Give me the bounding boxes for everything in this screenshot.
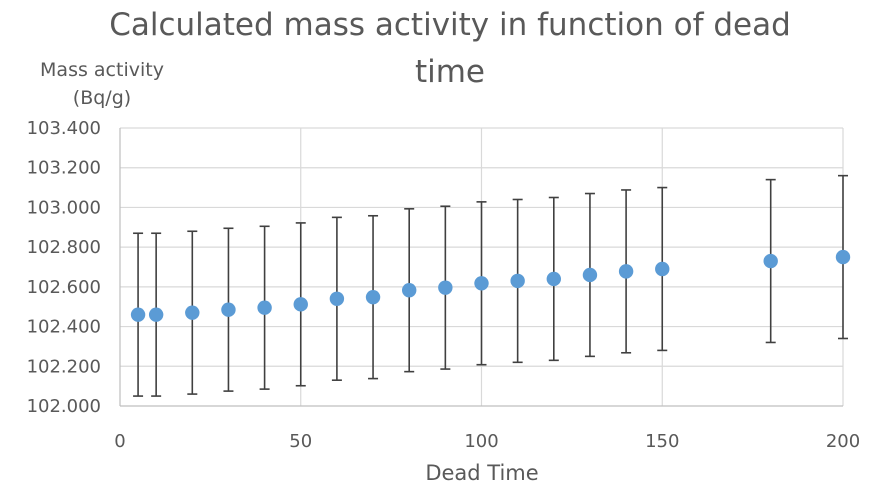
y-tick-label: 102.600 [27, 277, 101, 298]
y-axis-label-line-2: (Bq/g) [73, 87, 131, 109]
data-point [130, 307, 146, 322]
data-point [402, 283, 417, 298]
data-point [582, 267, 598, 283]
y-tick-label: 102.800 [27, 237, 101, 258]
data-points [130, 249, 851, 322]
data-point [546, 271, 561, 287]
x-tick-label: 50 [289, 431, 312, 452]
data-point [293, 297, 308, 312]
tick-labels: 102.000 102.200 102.400 102.600 102.800 103.0… [27, 118, 861, 452]
data-point [221, 302, 236, 317]
y-tick-label: 103.400 [27, 118, 101, 139]
x-tick-label: 200 [826, 431, 860, 452]
x-tick-label: 0 [114, 431, 125, 452]
data-point [618, 264, 634, 279]
data-point [835, 249, 851, 265]
data-point [148, 307, 164, 322]
x-axis-label: Dead Time [425, 461, 538, 485]
x-tick-label: 100 [464, 431, 498, 452]
y-tick-label: 102.000 [27, 396, 101, 417]
chart-title-line-1: Calculated mass activity in function of … [109, 7, 791, 43]
data-point [329, 291, 345, 306]
chart-title-line-2: time [415, 54, 485, 90]
data-point [438, 280, 453, 295]
data-point [763, 253, 778, 269]
y-tick-label: 102.200 [27, 356, 101, 377]
x-tick-label: 150 [645, 431, 679, 452]
data-point [365, 289, 381, 305]
y-tick-label: 103.200 [27, 158, 101, 179]
y-axis-label-line-1: Mass activity [40, 59, 164, 81]
y-tick-label: 102.400 [27, 317, 101, 338]
data-point [474, 276, 489, 291]
y-tick-label: 103.000 [27, 197, 101, 218]
data-point [185, 305, 200, 320]
data-point [510, 273, 525, 289]
data-point [257, 300, 272, 315]
axes [119, 128, 843, 407]
data-point [655, 261, 670, 277]
error-bars [133, 174, 848, 397]
